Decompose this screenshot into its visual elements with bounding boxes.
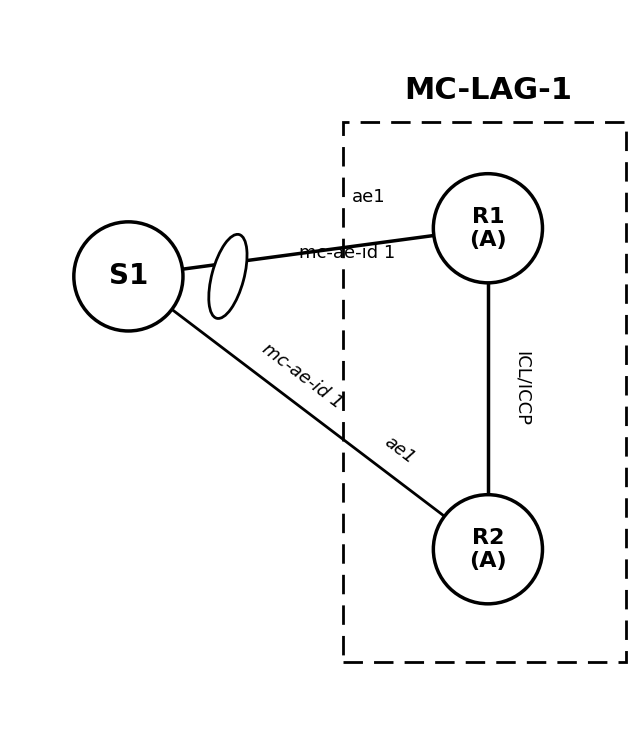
Text: MC-LAG-1: MC-LAG-1	[404, 75, 572, 105]
Text: R2
(A): R2 (A)	[469, 528, 507, 571]
Circle shape	[433, 494, 542, 604]
Text: ae1: ae1	[352, 188, 386, 205]
Bar	[343, 123, 626, 661]
Text: S1: S1	[108, 262, 148, 290]
Text: R1
(A): R1 (A)	[469, 207, 507, 250]
Text: ICL/ICCP: ICL/ICCP	[512, 351, 530, 426]
Text: mc-ae-id 1: mc-ae-id 1	[258, 340, 345, 412]
Ellipse shape	[209, 234, 247, 319]
Circle shape	[74, 222, 183, 331]
Text: ae1: ae1	[381, 433, 419, 468]
Circle shape	[433, 174, 542, 283]
Text: mc-ae-id 1: mc-ae-id 1	[299, 245, 395, 262]
